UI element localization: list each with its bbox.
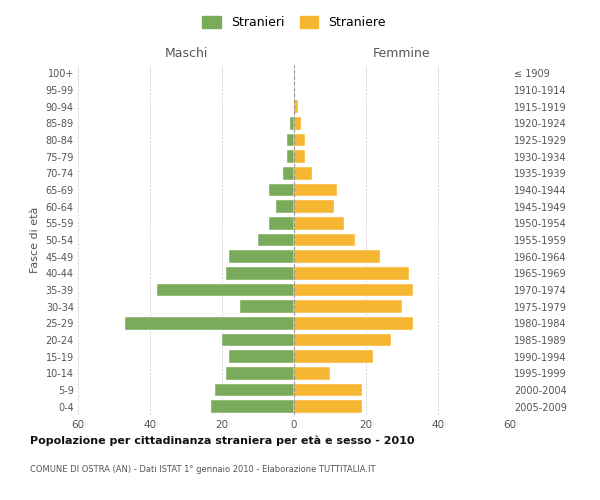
Bar <box>294 317 413 330</box>
Bar <box>258 234 294 246</box>
Bar <box>222 334 294 346</box>
Bar <box>294 367 330 380</box>
Bar <box>287 134 294 146</box>
Bar <box>229 350 294 363</box>
Bar <box>269 217 294 230</box>
Bar <box>294 350 373 363</box>
Bar <box>294 150 305 163</box>
Bar <box>294 184 337 196</box>
Bar <box>294 250 380 263</box>
Bar <box>294 234 355 246</box>
Bar <box>226 267 294 280</box>
Text: Popolazione per cittadinanza straniera per età e sesso - 2010: Popolazione per cittadinanza straniera p… <box>30 435 415 446</box>
Text: COMUNE DI OSTRA (AN) - Dati ISTAT 1° gennaio 2010 - Elaborazione TUTTITALIA.IT: COMUNE DI OSTRA (AN) - Dati ISTAT 1° gen… <box>30 465 376 474</box>
Bar <box>157 284 294 296</box>
Bar <box>294 134 305 146</box>
Bar <box>240 300 294 313</box>
Text: Femmine: Femmine <box>373 47 431 60</box>
Bar <box>294 100 298 113</box>
Bar <box>283 167 294 179</box>
Bar <box>276 200 294 213</box>
Bar <box>294 400 362 413</box>
Bar <box>269 184 294 196</box>
Bar <box>294 284 413 296</box>
Bar <box>294 384 362 396</box>
Bar <box>294 300 402 313</box>
Bar <box>215 384 294 396</box>
Bar <box>294 217 344 230</box>
Legend: Stranieri, Straniere: Stranieri, Straniere <box>197 11 391 34</box>
Text: Maschi: Maschi <box>164 47 208 60</box>
Bar <box>294 200 334 213</box>
Bar <box>229 250 294 263</box>
Y-axis label: Fasce di età: Fasce di età <box>30 207 40 273</box>
Bar <box>294 167 312 179</box>
Bar <box>226 367 294 380</box>
Bar <box>125 317 294 330</box>
Bar <box>287 150 294 163</box>
Bar <box>290 117 294 130</box>
Bar <box>211 400 294 413</box>
Bar <box>294 117 301 130</box>
Bar <box>294 267 409 280</box>
Bar <box>294 334 391 346</box>
